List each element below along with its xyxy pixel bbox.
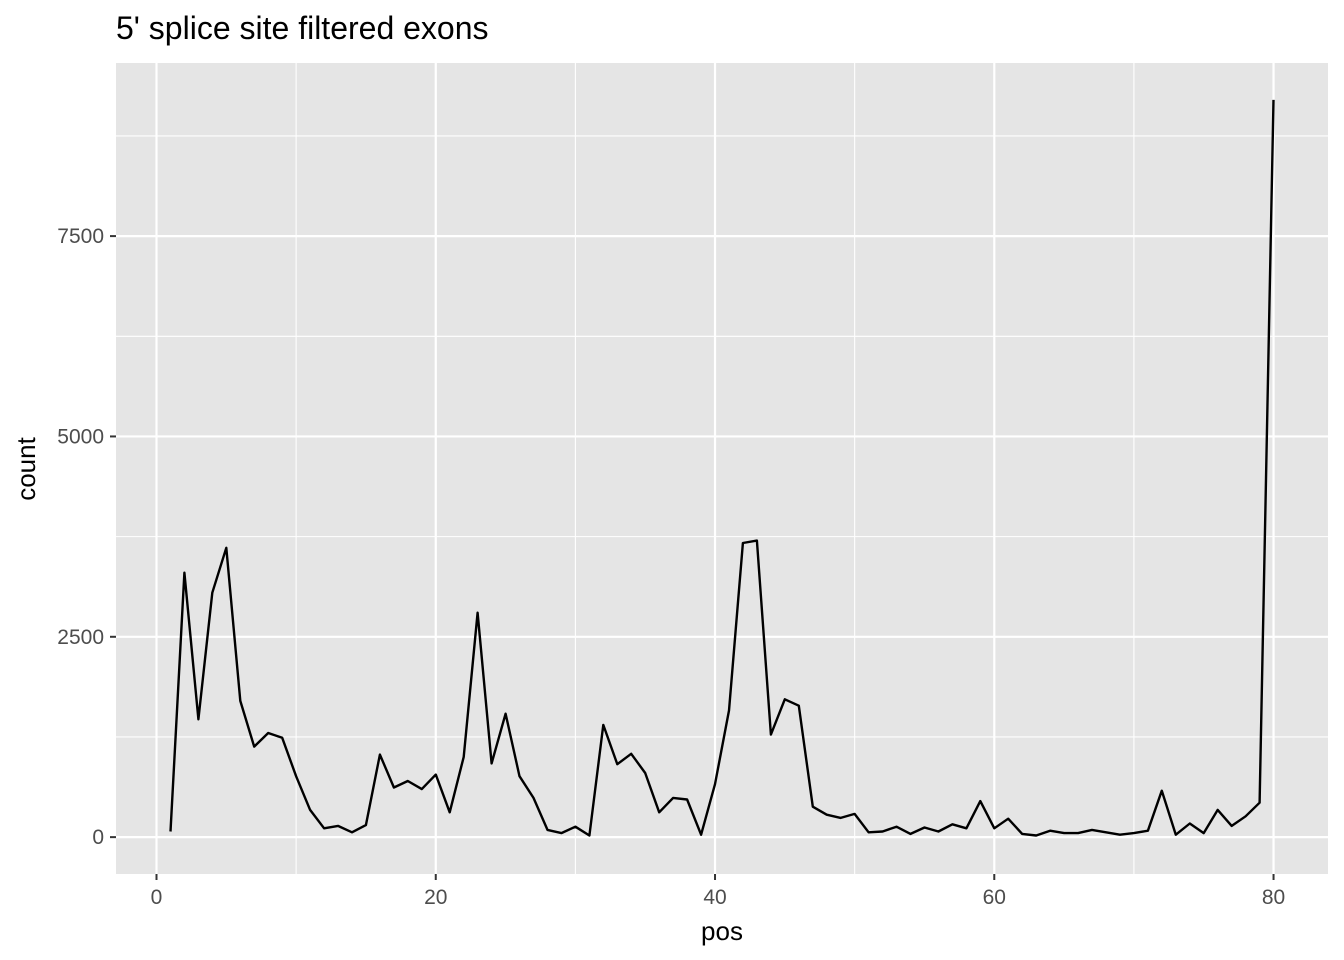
- chart-title: 5' splice site filtered exons: [116, 10, 489, 46]
- y-tick-label: 5000: [57, 425, 104, 448]
- minor-gridlines: [116, 63, 1328, 874]
- y-axis-ticks: 0 2500 5000 7500: [57, 225, 116, 849]
- x-tick-label: 20: [424, 886, 447, 909]
- y-axis-title: count: [11, 436, 41, 500]
- x-axis-ticks: 0 20 40 60 80: [151, 874, 1285, 909]
- series-layer: [169, 99, 1275, 837]
- x-tick-label: 40: [703, 886, 726, 909]
- x-tick-label: 0: [151, 886, 163, 909]
- major-gridlines: [116, 63, 1328, 874]
- x-axis-title: pos: [701, 916, 743, 946]
- x-tick-label: 80: [1262, 886, 1285, 909]
- series-line: [169, 99, 1275, 837]
- y-tick-label: 0: [92, 826, 104, 849]
- y-tick-label: 2500: [57, 626, 104, 649]
- y-tick-label: 7500: [57, 225, 104, 248]
- plot-panel: [116, 63, 1328, 874]
- x-tick-label: 60: [983, 886, 1006, 909]
